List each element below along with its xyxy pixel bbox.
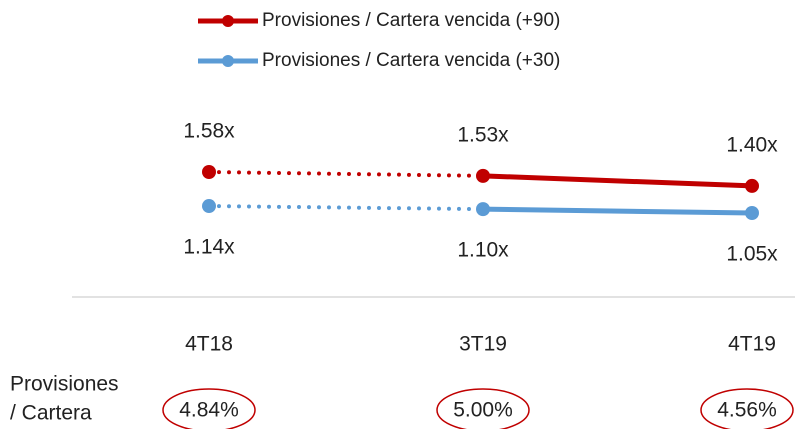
x-tick-label: 4T18 bbox=[185, 333, 233, 356]
data-label: 1.14x bbox=[183, 236, 235, 259]
data-label: 1.58x bbox=[183, 120, 235, 143]
data-label: 1.10x bbox=[457, 239, 509, 262]
x-tick-label: 3T19 bbox=[459, 333, 507, 356]
ratio-circle bbox=[162, 388, 256, 429]
data-point bbox=[476, 168, 490, 183]
legend-marker bbox=[222, 55, 234, 67]
data-label: 1.53x bbox=[457, 123, 509, 146]
data-label: 1.05x bbox=[726, 243, 778, 266]
line-segment bbox=[207, 204, 485, 212]
x-tick-label: 4T19 bbox=[728, 333, 776, 356]
line-segment bbox=[207, 170, 485, 178]
data-point bbox=[476, 202, 490, 217]
data-point bbox=[202, 199, 216, 214]
legend-label: Provisiones / Cartera vencida (+90) bbox=[262, 10, 560, 31]
data-point bbox=[745, 206, 759, 220]
ratio-value: 4.56% bbox=[717, 399, 777, 422]
ratio-value: 4.84% bbox=[179, 399, 239, 422]
legend-label: Provisiones / Cartera vencida (+30) bbox=[262, 50, 560, 71]
ratio-value: 5.00% bbox=[453, 399, 513, 422]
data-point bbox=[745, 178, 759, 193]
ratio-label: Provisiones bbox=[10, 373, 119, 396]
ratio-circle bbox=[436, 388, 530, 429]
ratio-circle bbox=[700, 388, 794, 429]
legend-marker bbox=[222, 15, 234, 27]
data-point bbox=[202, 165, 216, 179]
line-segment bbox=[480, 206, 755, 216]
data-label: 1.40x bbox=[726, 133, 778, 156]
ratio-label: / Cartera bbox=[10, 402, 92, 425]
line-segment bbox=[480, 173, 755, 189]
